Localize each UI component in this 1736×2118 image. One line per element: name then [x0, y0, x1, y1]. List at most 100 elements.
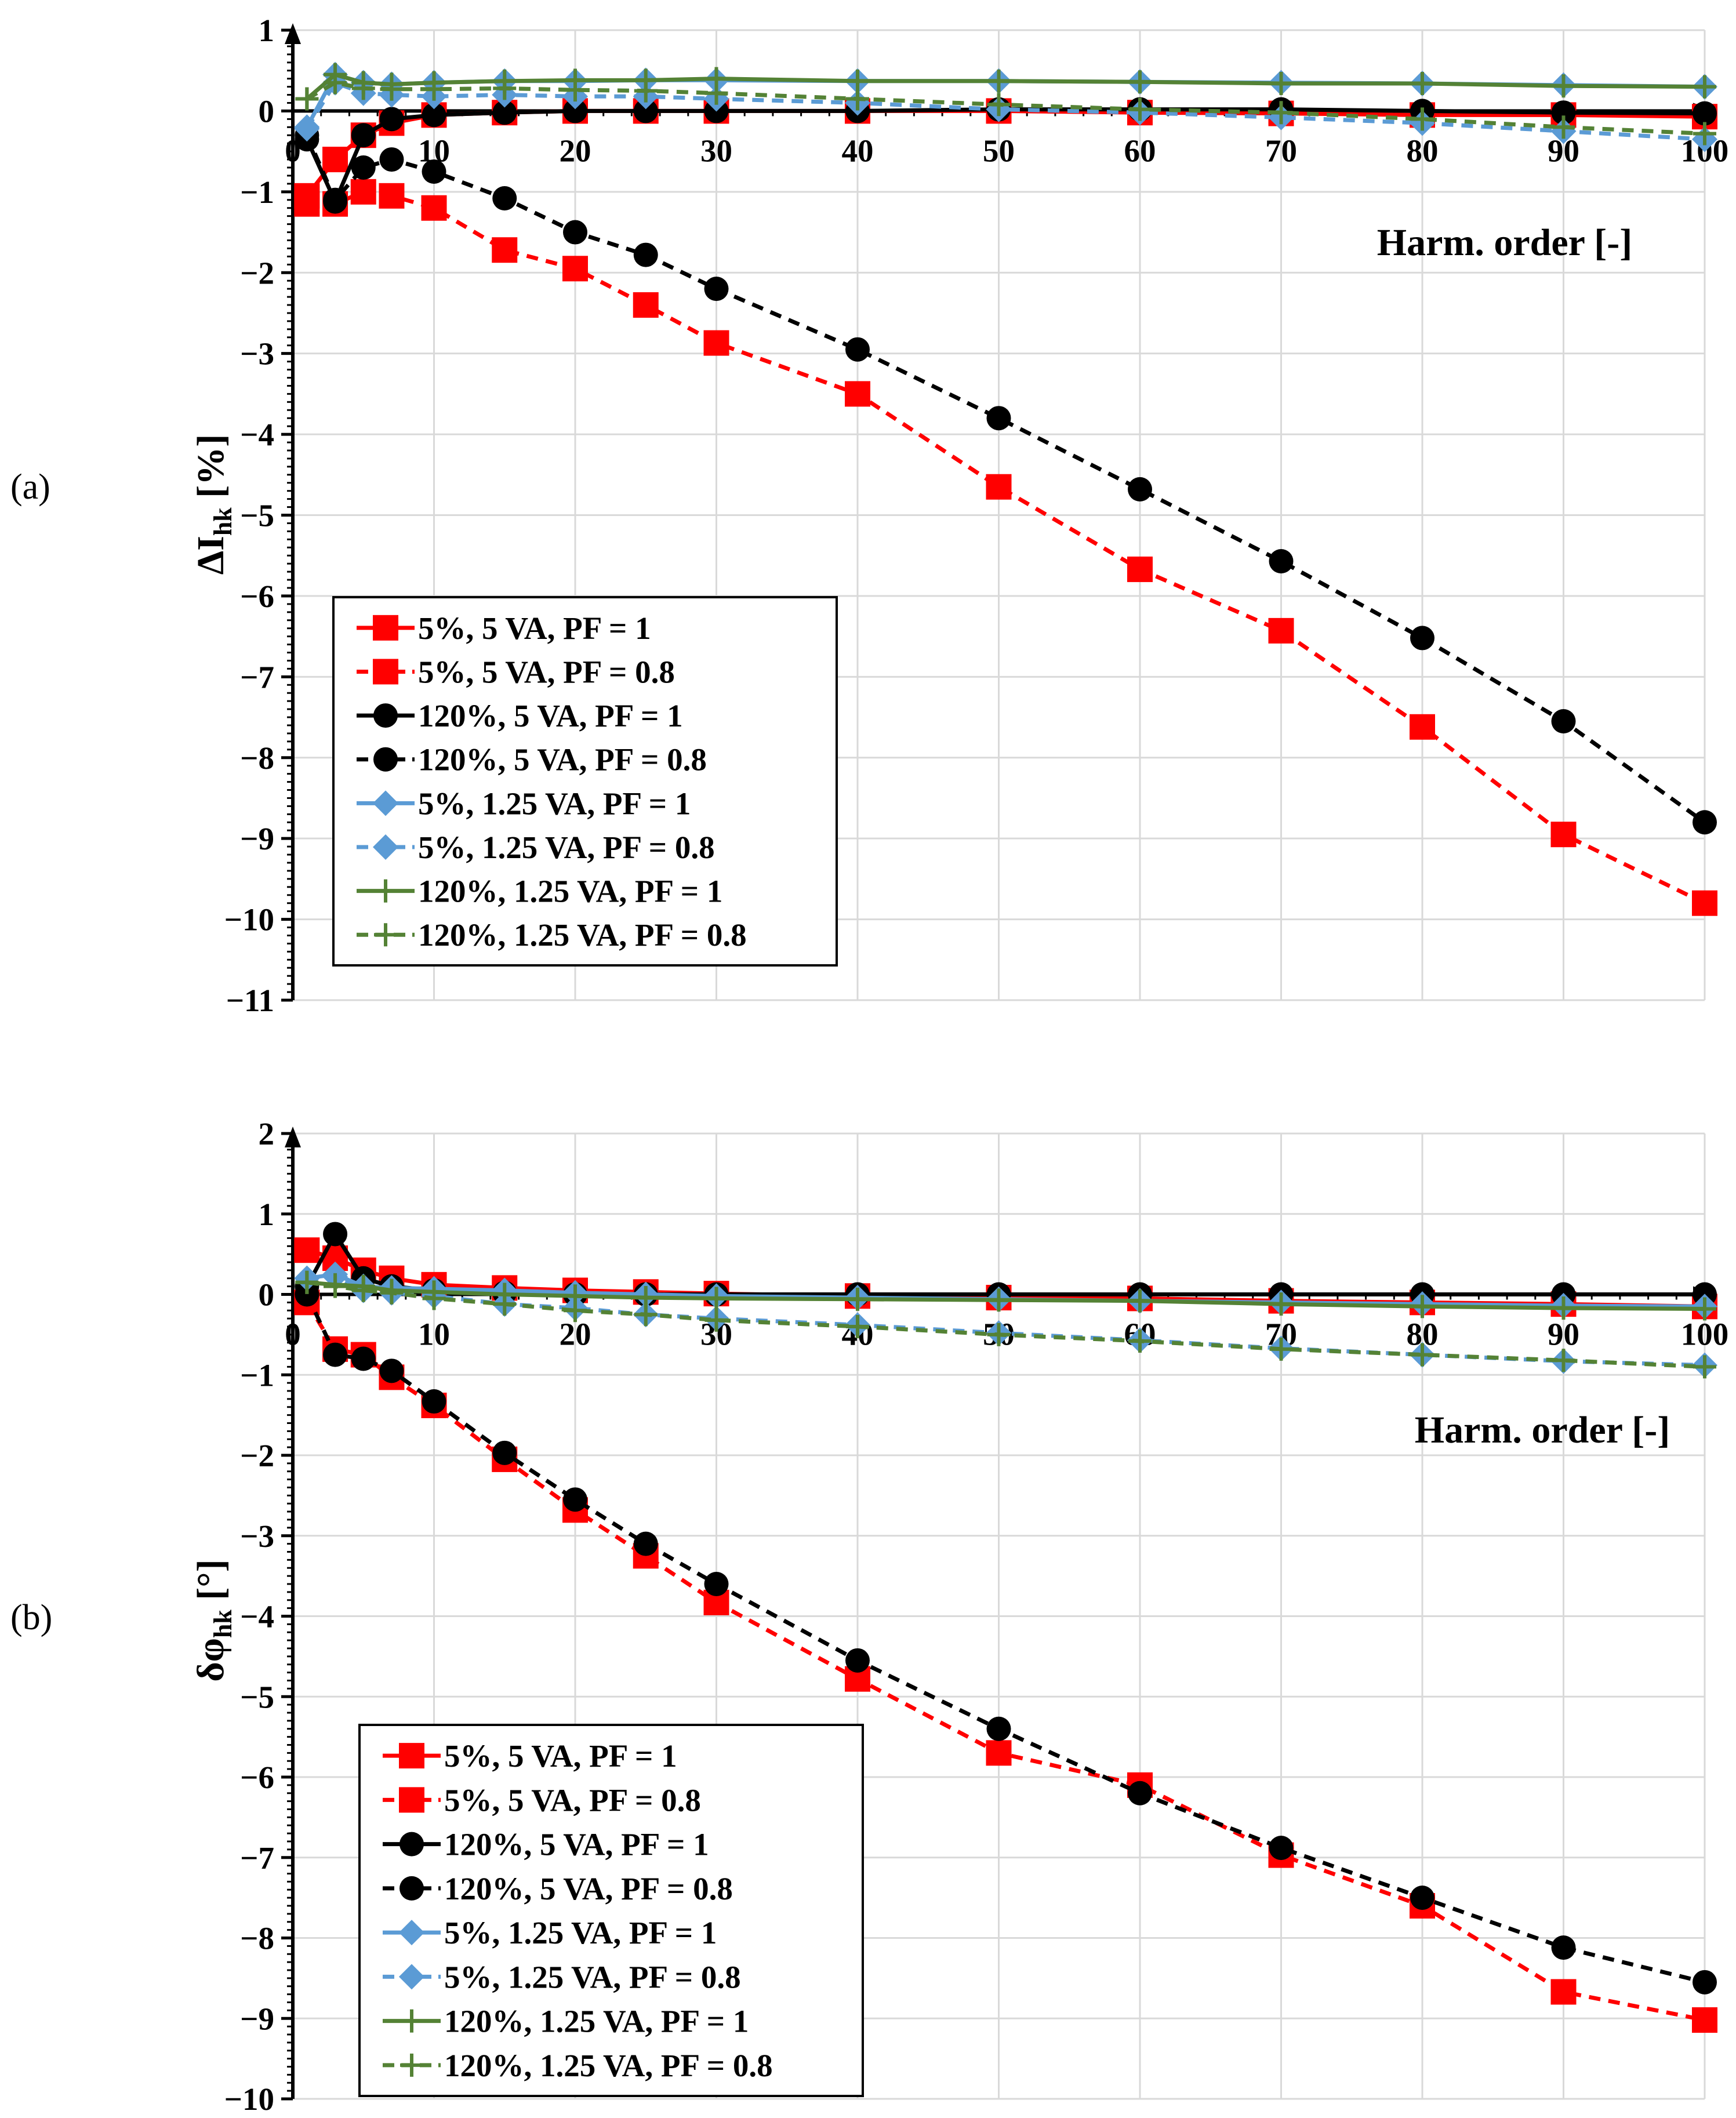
- data-point: [986, 474, 1012, 500]
- data-point: [351, 77, 375, 100]
- y-tick-label: −6: [240, 579, 274, 614]
- data-point: [703, 330, 729, 356]
- x-tick-label: 90: [1548, 1317, 1579, 1352]
- legend: 5%, 5 VA, PF = 1 5%, 5 VA, PF = 0.8 120%, …: [332, 596, 838, 967]
- legend-marker: [400, 2009, 423, 2033]
- data-point: [1127, 556, 1153, 582]
- data-point: [1128, 1289, 1152, 1313]
- data-point: [1551, 1935, 1576, 1960]
- data-point: [380, 77, 404, 101]
- legend-item: 120%, 1.25 VA, PF = 1: [357, 874, 722, 909]
- data-point: [1411, 1343, 1434, 1367]
- data-point: [704, 1287, 728, 1310]
- data-point: [493, 77, 517, 100]
- y-tick-label: −7: [240, 1840, 274, 1876]
- data-point: [1269, 72, 1293, 96]
- y-tick-label: 2: [259, 1116, 275, 1151]
- data-point: [563, 1487, 587, 1512]
- data-point: [633, 99, 658, 123]
- data-point: [492, 1440, 517, 1465]
- series-line: [306, 72, 1705, 101]
- legend-label: 5%, 5 VA, PF = 0.8: [444, 1782, 701, 1818]
- data-point: [634, 1303, 658, 1327]
- series-4: [295, 123, 1717, 835]
- legend-marker: [373, 790, 398, 816]
- legend-marker: [399, 1920, 424, 1946]
- data-point: [1693, 122, 1716, 146]
- x-tick-label: 20: [560, 133, 591, 168]
- x-tick-label: 30: [700, 133, 732, 168]
- panel-label: (b): [10, 1598, 52, 1637]
- y-tick-label: −2: [240, 255, 274, 290]
- data-point: [987, 1323, 1011, 1346]
- legend-marker: [374, 879, 397, 903]
- data-point: [1269, 1836, 1294, 1861]
- data-point: [1692, 2007, 1717, 2033]
- data-point: [351, 123, 376, 148]
- data-point: [633, 292, 659, 318]
- data-point: [563, 99, 587, 123]
- data-point: [422, 103, 446, 128]
- x-tick-label: 50: [983, 133, 1015, 168]
- legend-item: 5%, 1.25 VA, PF = 1: [383, 1915, 717, 1950]
- data-point: [351, 155, 376, 180]
- data-point: [845, 337, 870, 362]
- x-axis-title: Harm. order [-]: [1415, 1409, 1670, 1451]
- series-line: [305, 1301, 1705, 2022]
- data-point: [1693, 1355, 1716, 1379]
- data-point: [324, 1274, 347, 1298]
- y-tick-label: −1: [240, 1357, 274, 1393]
- data-point: [704, 277, 729, 301]
- y-axis: 1 0 −1 −2 −3 −4 −5 −6 −7 −8 −9 −10 −11: [224, 13, 301, 1018]
- y-tick-label: 1: [259, 1197, 275, 1232]
- data-point: [987, 93, 1011, 117]
- x-tick-label: 40: [842, 133, 874, 168]
- legend-item: 5%, 5 VA, PF = 1: [357, 611, 651, 646]
- legend-item: 5%, 5 VA, PF = 0.8: [357, 654, 675, 689]
- legend-item: 5%, 1.25 VA, PF = 0.8: [357, 830, 715, 865]
- y-axis-title-main: δφ: [190, 1638, 232, 1681]
- data-point: [1693, 1297, 1716, 1321]
- data-point: [846, 1315, 869, 1338]
- data-point: [379, 1358, 404, 1383]
- data-point: [1693, 810, 1717, 835]
- y-tick-label: −6: [240, 1760, 274, 1795]
- y-axis-title-sub: hk: [209, 1610, 237, 1638]
- data-point: [564, 78, 587, 102]
- data-point: [704, 81, 728, 105]
- data-point: [1693, 75, 1716, 99]
- data-point: [492, 237, 518, 263]
- data-point: [1693, 101, 1717, 126]
- panel-b: 210−1−2−3−4−5−6−7−8−9−100102030405060708…: [10, 1116, 1728, 2117]
- series-8: [295, 71, 1716, 146]
- y-tick-label: −3: [240, 1518, 274, 1554]
- legend-label: 5%, 5 VA, PF = 0.8: [418, 654, 675, 689]
- y-tick-label: −11: [226, 983, 274, 1018]
- series-8: [295, 1270, 1716, 1379]
- legend-box: [332, 596, 838, 967]
- data-point: [422, 159, 446, 184]
- data-point: [380, 1281, 404, 1305]
- series-4: [295, 1282, 1717, 1995]
- data-point: [1552, 1349, 1575, 1372]
- y-tick-label: 0: [259, 1277, 275, 1313]
- data-point: [350, 179, 376, 205]
- series-line: [306, 81, 1705, 136]
- legend-box: [358, 1724, 864, 2097]
- legend-item: 120%, 1.25 VA, PF = 0.8: [357, 917, 747, 953]
- data-point: [846, 1287, 869, 1311]
- data-point: [492, 100, 517, 125]
- y-axis-title-unit: [°]: [190, 1559, 232, 1610]
- data-point: [1550, 822, 1577, 848]
- legend-item: 120%, 1.25 VA, PF = 0.8: [383, 2048, 773, 2083]
- data-point: [295, 1270, 319, 1294]
- data-point: [563, 220, 587, 245]
- data-point: [562, 256, 588, 282]
- data-point: [1692, 890, 1717, 916]
- legend-label: 5%, 5 VA, PF = 1: [444, 1738, 677, 1774]
- data-point: [1268, 617, 1294, 644]
- data-point: [324, 71, 347, 95]
- legend-label: 120%, 1.25 VA, PF = 0.8: [444, 2048, 773, 2083]
- data-point: [986, 406, 1011, 431]
- data-point: [1410, 714, 1435, 740]
